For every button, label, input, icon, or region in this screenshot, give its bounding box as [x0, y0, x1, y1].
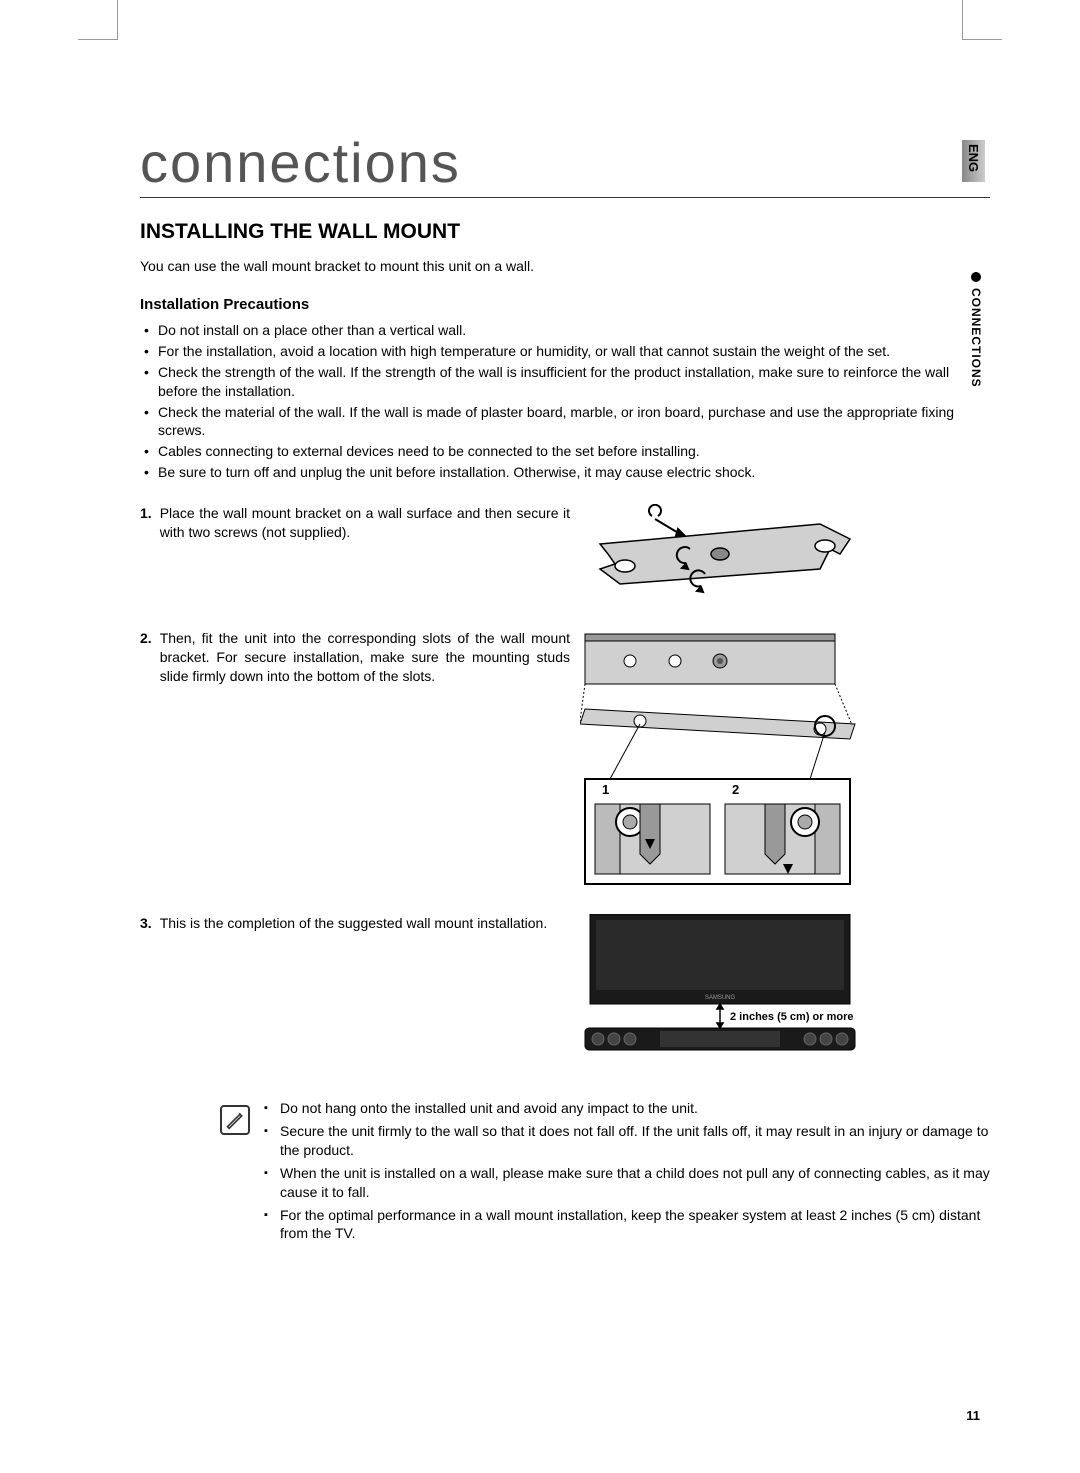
- list-item: Do not hang onto the installed unit and …: [264, 1099, 990, 1118]
- step-body: Place the wall mount bracket on a wall s…: [160, 504, 570, 542]
- precautions-list: Do not install on a place other than a v…: [140, 321, 990, 482]
- lang-tab: ENG: [962, 140, 985, 182]
- page-number: 11: [966, 1408, 980, 1423]
- step-number: 1.: [140, 504, 152, 542]
- step-row: 1. Place the wall mount bracket on a wal…: [140, 504, 990, 599]
- tab-bullet-icon: [971, 272, 981, 282]
- distance-label: 2 inches (5 cm) or more: [730, 1011, 854, 1023]
- figure-completion: SAMSUNG 2 inches (5 cm) or more: [580, 914, 990, 1059]
- step-body: Then, fit the unit into the correspondin…: [160, 629, 570, 686]
- step-number: 3.: [140, 914, 152, 933]
- page-title: connections: [140, 130, 990, 198]
- step-text: 3. This is the completion of the suggest…: [140, 914, 570, 933]
- list-item: Be sure to turn off and unplug the unit …: [158, 463, 990, 482]
- figure-bracket-mount: [580, 504, 990, 599]
- step-text: 2. Then, fit the unit into the correspon…: [140, 629, 570, 686]
- step-number: 2.: [140, 629, 152, 686]
- step-text: 1. Place the wall mount bracket on a wal…: [140, 504, 570, 542]
- note-icon: [220, 1105, 250, 1135]
- notes-list: Do not hang onto the installed unit and …: [264, 1099, 990, 1247]
- list-item: Do not install on a place other than a v…: [158, 321, 990, 340]
- list-item: Secure the unit firmly to the wall so th…: [264, 1122, 990, 1160]
- section-heading: INSTALLING THE WALL MOUNT: [140, 220, 990, 244]
- step-body: This is the completion of the suggested …: [160, 914, 548, 933]
- list-item: For the optimal performance in a wall mo…: [264, 1206, 990, 1244]
- step-row: 2. Then, fit the unit into the correspon…: [140, 629, 990, 894]
- list-item: Check the strength of the wall. If the s…: [158, 363, 990, 401]
- precautions-heading: Installation Precautions: [140, 296, 990, 313]
- list-item: When the unit is installed on a wall, pl…: [264, 1164, 990, 1202]
- figure-detail-label-1: 1: [602, 782, 609, 797]
- figure-fit-unit: 1 2: [580, 629, 990, 894]
- list-item: Check the material of the wall. If the w…: [158, 403, 990, 441]
- list-item: For the installation, avoid a location w…: [158, 342, 990, 361]
- page-content: ENG CONNECTIONS connections INSTALLING T…: [0, 0, 1080, 1473]
- note-section: Do not hang onto the installed unit and …: [140, 1099, 990, 1247]
- step-row: 3. This is the completion of the suggest…: [140, 914, 990, 1059]
- list-item: Cables connecting to external devices ne…: [158, 442, 990, 461]
- intro-text: You can use the wall mount bracket to mo…: [140, 258, 990, 274]
- figure-detail-label-2: 2: [732, 782, 739, 797]
- tv-brand-text: SAMSUNG: [705, 995, 736, 1001]
